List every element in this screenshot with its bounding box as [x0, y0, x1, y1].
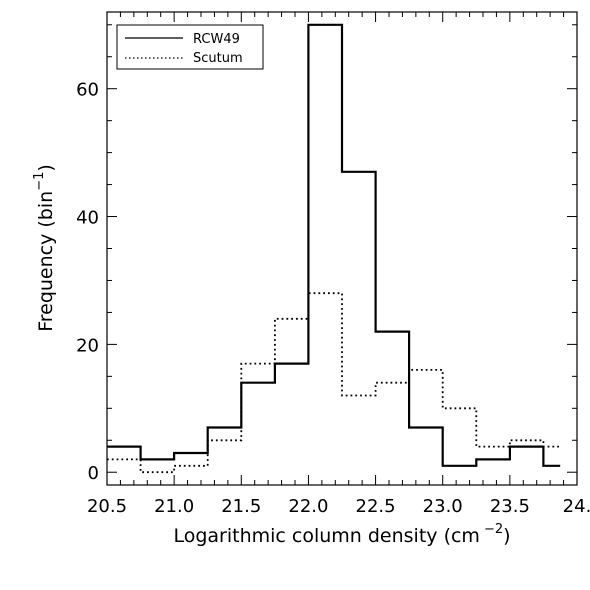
x-axis-label: Logarithmic column density (cm −2)	[173, 522, 510, 547]
x-tick-label: 23.0	[423, 496, 463, 517]
y-tick-label: 0	[88, 463, 99, 484]
x-tick-label: 22.0	[288, 496, 328, 517]
series-line-rcw49	[107, 23, 561, 467]
plot-frame	[106, 11, 578, 486]
legend: RCW49 Scutum	[116, 24, 264, 70]
x-tick-label: 21.5	[221, 496, 261, 517]
y-tick-labels: 0 20 40 60	[76, 80, 99, 485]
series-line-scutum	[107, 292, 561, 474]
y-tick-label: 60	[76, 80, 99, 101]
y-tick-label: 40	[76, 208, 99, 229]
y-tick-label: 20	[76, 335, 99, 356]
x-tick-label: 21.0	[154, 496, 194, 517]
x-tick-label: 20.5	[87, 496, 127, 517]
histogram-series	[107, 23, 561, 474]
x-tick-label: 23.5	[490, 496, 530, 517]
x-tick-label: 24.	[563, 496, 590, 517]
legend-label-scutum: Scutum	[193, 51, 243, 66]
axis-ticks	[106, 12, 578, 485]
legend-box	[116, 24, 264, 70]
legend-label-rcw49: RCW49	[193, 32, 240, 47]
x-tick-labels: 20.5 21.0 21.5 22.0 22.5 23.0 23.5 24.	[87, 496, 590, 517]
y-axis-label: Frequency (bin−1)	[32, 164, 57, 332]
x-tick-label: 22.5	[356, 496, 396, 517]
